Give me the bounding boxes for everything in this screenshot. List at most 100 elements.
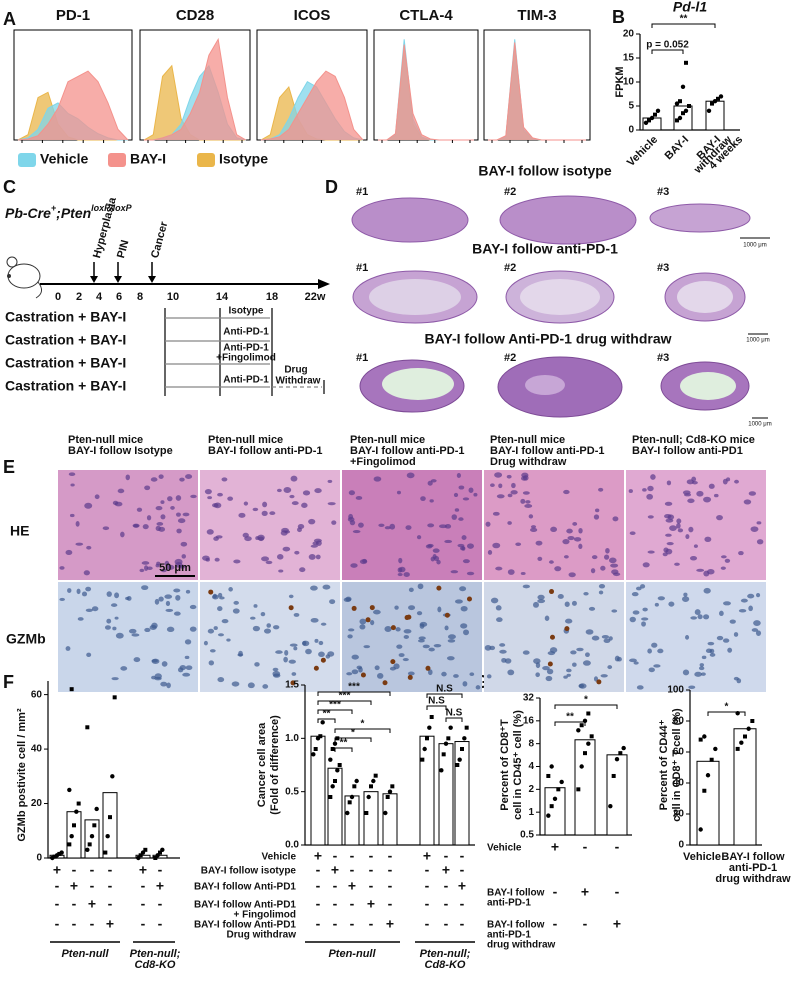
- data-point: [716, 96, 720, 101]
- data-point: [311, 752, 316, 757]
- significance-bracket: [445, 717, 463, 722]
- data-point: [110, 774, 115, 779]
- treatment-labels: Isotype Anti-PD-1 Anti-PD-1 +Fingolimod …: [216, 306, 321, 387]
- nucleus: [293, 646, 298, 651]
- nucleus: [396, 644, 403, 649]
- nucleus: [447, 639, 456, 643]
- nucleus: [522, 475, 529, 481]
- nucleus: [262, 684, 269, 689]
- data-point: [549, 764, 554, 769]
- y-tick-label: 20: [31, 798, 43, 809]
- y-tick-label: 60: [31, 689, 43, 700]
- sign: +: [88, 896, 96, 912]
- nucleus: [282, 546, 291, 552]
- e-column-header: Pten-null; Cd8-KO mice: [632, 434, 755, 446]
- nucleus: [753, 620, 761, 626]
- nucleus: [252, 507, 259, 512]
- data-point: [441, 752, 446, 757]
- sign: +: [348, 878, 356, 894]
- tissue-lumen: [382, 368, 454, 400]
- data-point: [364, 811, 369, 815]
- y-tick-label: 80: [673, 716, 685, 727]
- data-point: [683, 108, 689, 114]
- nucleus: [647, 648, 652, 654]
- nucleus: [593, 514, 600, 520]
- nucleus: [490, 483, 495, 488]
- sign: -: [350, 862, 355, 878]
- data-point: [611, 773, 616, 778]
- data-point: [420, 757, 425, 762]
- data-point: [735, 746, 740, 751]
- nucleus: [184, 655, 190, 660]
- nucleus: [681, 596, 690, 603]
- nucleus: [314, 638, 319, 643]
- nucleus: [176, 528, 182, 534]
- sign: -: [444, 878, 449, 894]
- y-tick-label: 4: [528, 761, 534, 772]
- nucleus: [535, 662, 541, 669]
- nucleus: [524, 504, 533, 509]
- e-column-header: BAY-I follow anti-PD-1: [350, 445, 465, 457]
- nucleus: [740, 598, 748, 603]
- data-point: [718, 94, 724, 99]
- nucleus: [70, 483, 75, 487]
- nucleus: [327, 651, 335, 657]
- nucleus: [348, 490, 356, 496]
- nucleus: [347, 634, 353, 639]
- nucleus: [238, 512, 246, 518]
- row-label: BAY-I follow: [487, 888, 545, 899]
- nucleus: [570, 650, 577, 655]
- sign: -: [388, 878, 393, 894]
- scale-label: 1000 μm: [743, 243, 766, 249]
- nucleus: [173, 588, 181, 593]
- nucleus: [359, 618, 367, 625]
- timeline-label: 6: [116, 291, 122, 303]
- nucleus: [743, 499, 752, 505]
- nucleus: [716, 514, 723, 521]
- nucleus: [315, 554, 321, 560]
- sign: -: [425, 878, 430, 894]
- panel-letter: B: [612, 7, 625, 27]
- nucleus: [590, 568, 596, 574]
- nucleus: [603, 638, 611, 644]
- stained-cell: [365, 617, 371, 623]
- nucleus: [647, 550, 655, 554]
- d-label: #3: [657, 186, 669, 198]
- e-column-header: Pten-null mice: [68, 434, 143, 446]
- sign: -: [90, 862, 95, 878]
- nucleus: [250, 616, 256, 620]
- stained-cell: [390, 659, 396, 665]
- nucleus: [112, 500, 119, 506]
- y-axis-label: Cancer cell area: [256, 722, 268, 807]
- nucleus: [77, 617, 84, 621]
- nucleus: [734, 479, 739, 484]
- nucleus: [84, 502, 93, 509]
- significance-bracket: [554, 721, 586, 726]
- data-point: [422, 746, 427, 752]
- nucleus: [507, 669, 515, 676]
- nucleus: [444, 524, 452, 529]
- y-axis-label: cell in CD45⁺ cell (%): [512, 710, 524, 820]
- y-axis-label: (Fold of difference): [269, 715, 281, 815]
- y-tick-label: 1: [528, 807, 534, 818]
- d-label: #2: [504, 186, 516, 198]
- tissue-lumen: [369, 279, 461, 315]
- nucleus: [707, 641, 715, 646]
- nucleus: [110, 603, 118, 607]
- nucleus: [700, 672, 706, 676]
- sign: -: [350, 848, 355, 864]
- data-point: [586, 741, 591, 746]
- significance-label: **: [680, 14, 688, 25]
- bar: [84, 819, 100, 859]
- nucleus: [398, 653, 405, 658]
- nucleus: [232, 608, 240, 614]
- significance-bracket: [334, 747, 353, 752]
- data-point: [94, 806, 99, 812]
- nucleus: [591, 555, 598, 560]
- sign: -: [369, 862, 374, 878]
- significance-label: N.S: [436, 684, 453, 695]
- nucleus: [578, 543, 583, 550]
- significance-label: **: [323, 709, 331, 720]
- nucleus: [522, 491, 530, 495]
- bar: [438, 743, 454, 846]
